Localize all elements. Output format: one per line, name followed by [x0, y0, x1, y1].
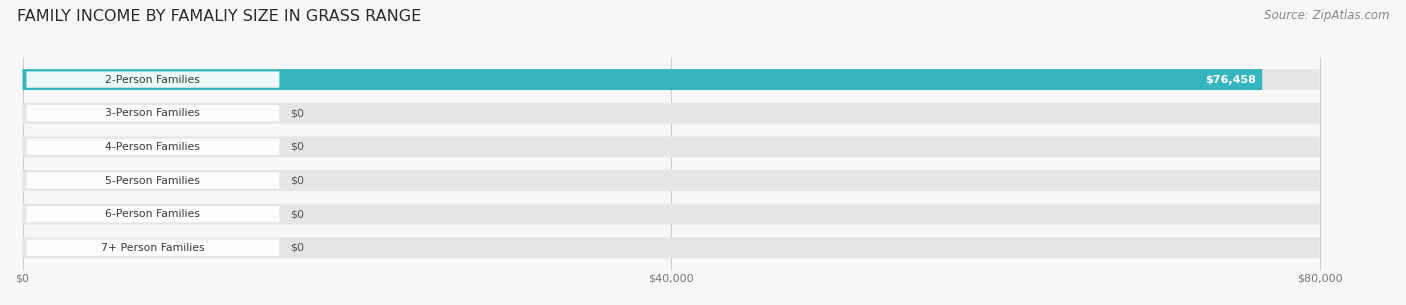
FancyBboxPatch shape	[27, 71, 280, 88]
FancyBboxPatch shape	[27, 172, 280, 189]
FancyBboxPatch shape	[22, 136, 1320, 157]
FancyBboxPatch shape	[22, 69, 1320, 90]
Text: 5-Person Families: 5-Person Families	[105, 176, 200, 185]
Text: Source: ZipAtlas.com: Source: ZipAtlas.com	[1264, 9, 1389, 22]
Text: $0: $0	[290, 243, 304, 253]
FancyBboxPatch shape	[27, 139, 280, 155]
FancyBboxPatch shape	[27, 105, 280, 121]
Text: $0: $0	[290, 209, 304, 219]
Text: $0: $0	[290, 108, 304, 118]
Text: 2-Person Families: 2-Person Families	[105, 75, 200, 84]
Text: 7+ Person Families: 7+ Person Families	[101, 243, 205, 253]
FancyBboxPatch shape	[27, 206, 280, 222]
FancyBboxPatch shape	[22, 170, 1320, 191]
FancyBboxPatch shape	[22, 204, 1320, 225]
Text: $0: $0	[290, 176, 304, 185]
Text: 4-Person Families: 4-Person Families	[105, 142, 200, 152]
FancyBboxPatch shape	[27, 240, 280, 256]
Text: $0: $0	[290, 142, 304, 152]
Text: 3-Person Families: 3-Person Families	[105, 108, 200, 118]
FancyBboxPatch shape	[22, 237, 1320, 258]
Text: $76,458: $76,458	[1205, 75, 1256, 84]
Text: FAMILY INCOME BY FAMALIY SIZE IN GRASS RANGE: FAMILY INCOME BY FAMALIY SIZE IN GRASS R…	[17, 9, 422, 24]
FancyBboxPatch shape	[22, 69, 1263, 90]
FancyBboxPatch shape	[22, 103, 1320, 124]
Text: 6-Person Families: 6-Person Families	[105, 209, 200, 219]
